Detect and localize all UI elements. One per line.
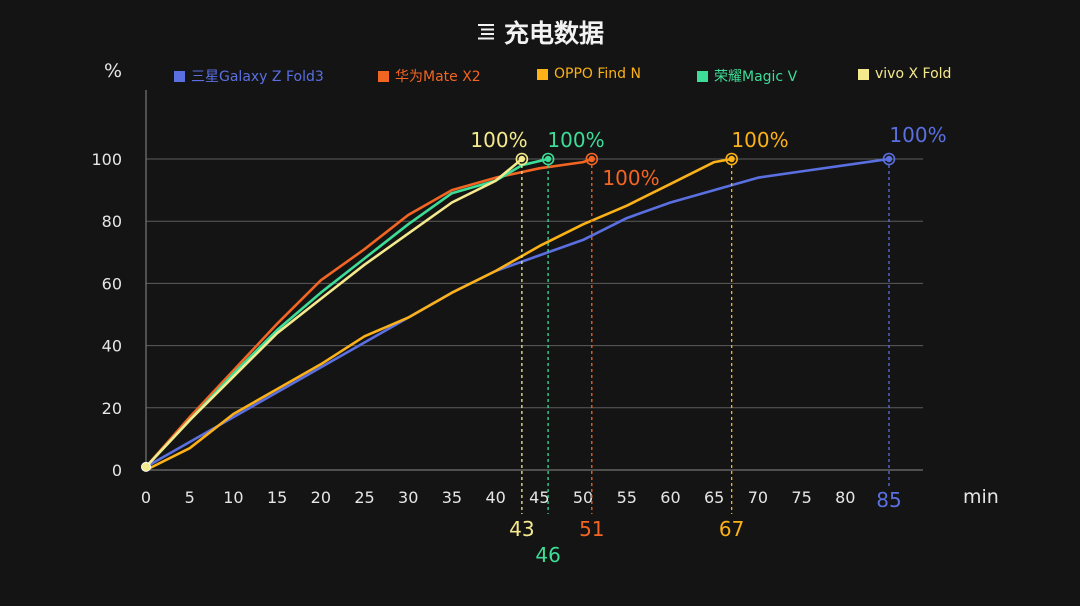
series-end-label-2: 100%	[731, 128, 788, 152]
x-tick-label-15: 15	[267, 488, 287, 507]
series-line-1	[145, 157, 593, 468]
series-end-marker-2	[728, 155, 735, 163]
series-end-ring-3	[541, 152, 555, 166]
series-line-2	[145, 157, 732, 472]
legend-label: 华为Mate X2	[395, 69, 481, 85]
series-end-marker-4	[518, 155, 526, 163]
series-end-marker-0	[885, 155, 893, 163]
legend-item-2: OPPO Find N	[537, 66, 641, 82]
legend-item-4: vivo X Fold	[858, 66, 951, 82]
series-end-x-label-3: 46	[535, 543, 560, 567]
series-end-marker-1	[588, 155, 595, 163]
y-tick-label-100: 100	[91, 150, 122, 169]
x-tick-label-35: 35	[442, 488, 462, 507]
series-line-4	[145, 157, 523, 468]
series-end-x-label-4: 43	[509, 517, 534, 541]
x-tick-label-70: 70	[748, 488, 768, 507]
series-end-ring-4	[515, 152, 529, 166]
legend-label: 三星Galaxy Z Fold3	[191, 69, 324, 85]
legend-label: OPPO Find N	[554, 66, 641, 82]
legend-swatch	[858, 68, 869, 80]
y-tick-label-80: 80	[102, 212, 122, 231]
x-tick-label-80: 80	[835, 488, 855, 507]
legend-swatch	[174, 70, 185, 82]
series-end-ring-2	[725, 152, 738, 166]
x-tick-label-65: 65	[704, 488, 724, 507]
y-tick-label-60: 60	[102, 274, 122, 293]
legend-label: vivo X Fold	[875, 66, 952, 82]
legend-item-3: 荣耀Magic V	[697, 66, 797, 86]
series-end-label-3: 100%	[547, 128, 604, 152]
x-tick-label-10: 10	[223, 488, 243, 507]
x-tick-label-40: 40	[485, 488, 505, 507]
x-tick-label-25: 25	[354, 488, 374, 507]
series-end-label-1: 100%	[602, 166, 659, 190]
x-tick-label-50: 50	[573, 488, 593, 507]
x-tick-label-30: 30	[398, 488, 418, 507]
x-axis-label: min	[963, 486, 999, 508]
series-end-x-label-2: 67	[719, 517, 744, 541]
y-tick-label-20: 20	[102, 399, 122, 418]
x-tick-label-45: 45	[529, 488, 549, 507]
series-end-marker-3	[544, 155, 552, 163]
x-tick-label-60: 60	[660, 488, 680, 507]
start-point-marker	[141, 461, 151, 472]
series-line-0	[145, 157, 890, 469]
series-line-3	[145, 157, 549, 468]
series-end-x-label-1: 51	[579, 517, 604, 541]
legend-item-0: 三星Galaxy Z Fold3	[174, 66, 324, 86]
x-tick-label-20: 20	[311, 488, 331, 507]
legend-swatch	[378, 70, 389, 82]
y-tick-label-40: 40	[102, 337, 122, 356]
y-axis-label: %	[104, 60, 123, 82]
x-tick-label-5: 5	[185, 488, 195, 507]
legend-swatch	[537, 68, 548, 80]
y-tick-label-0: 0	[112, 461, 122, 480]
series-end-label-4: 100%	[470, 128, 527, 152]
x-tick-label-85: 85	[876, 488, 901, 512]
x-tick-label-0: 0	[141, 488, 151, 507]
legend-item-1: 华为Mate X2	[378, 66, 481, 86]
list-icon	[477, 24, 494, 40]
x-tick-label-75: 75	[791, 488, 811, 507]
chart-title: 充电数据	[0, 14, 1080, 50]
legend: 三星Galaxy Z Fold3 华为Mate X2 OPPO Find N 荣耀Ma…	[0, 66, 1080, 88]
series-end-ring-0	[882, 152, 896, 166]
legend-label: 荣耀Magic V	[714, 69, 798, 85]
legend-swatch	[697, 70, 708, 82]
chart-title-text: 充电数据	[503, 19, 604, 48]
series-end-label-0: 100%	[889, 123, 946, 147]
x-tick-label-55: 55	[617, 488, 637, 507]
series-end-ring-1	[585, 152, 599, 166]
